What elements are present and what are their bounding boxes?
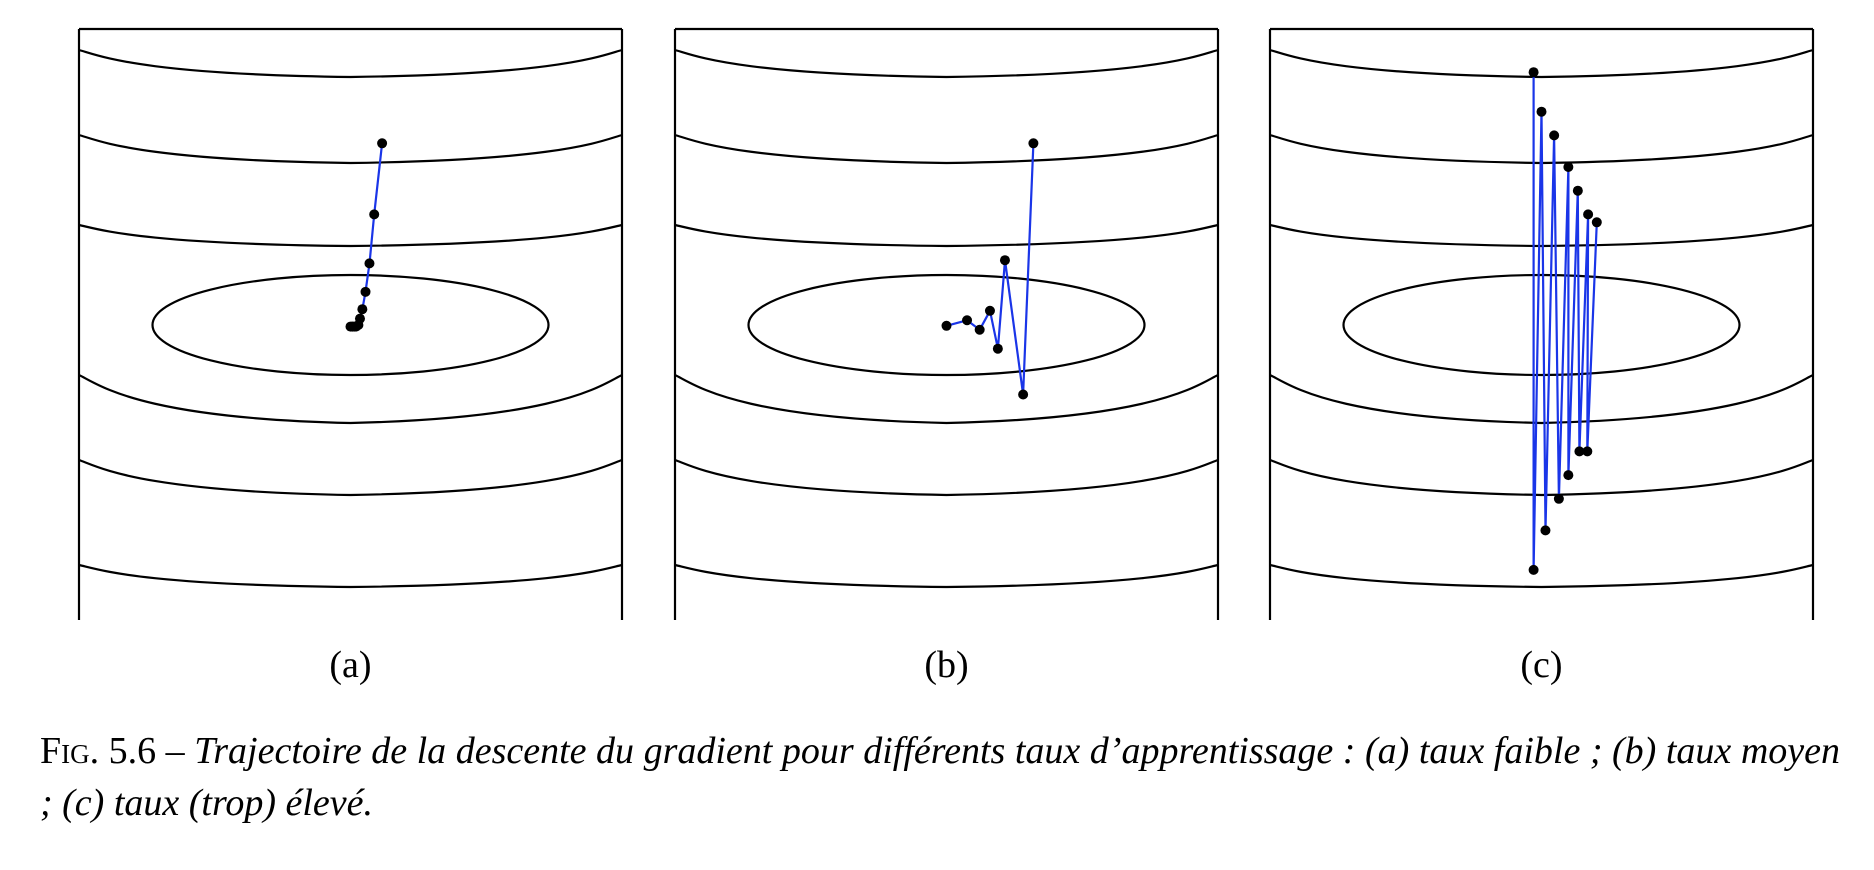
trajectory-point [984,305,995,316]
trajectory-point [1583,209,1594,220]
trajectory-point [1028,138,1039,149]
trajectory-point [974,324,985,335]
contour-line-upper-0 [674,48,1219,79]
contour-ellipse [747,273,1146,377]
trajectory-point [364,258,375,269]
contour-line-lower-0 [1269,374,1814,425]
panel-a-trajectory [345,138,388,332]
trajectory-point [369,209,380,220]
contour-line-lower-2 [78,563,623,589]
trajectory-point [1540,525,1551,536]
contour-line-upper-2 [674,223,1219,248]
trajectory-point [941,320,952,331]
trajectory-point [1536,106,1547,117]
figure-panels: (a) (b) (c) [77,27,1815,686]
trajectory-point [1549,130,1560,141]
trajectory-point [992,343,1003,354]
contour-line-upper-2 [1269,223,1814,248]
trajectory-point [377,138,388,149]
contour-line-lower-1 [78,458,623,497]
trajectory-point [1018,389,1029,400]
contour-line-lower-1 [1269,458,1814,497]
trajectory-point [999,255,1010,266]
trajectory-point [345,321,356,332]
contour-line-lower-2 [1269,563,1814,589]
figure-caption: Fig. 5.6 – Trajectoire de la descente du… [40,725,1840,829]
panel-c: (c) [1268,27,1815,686]
panel-a-label: (a) [329,644,371,686]
trajectory-point [360,286,371,297]
trajectory-point [357,304,368,315]
panel-b: (b) [673,27,1220,686]
figure-caption-label: Fig. 5.6 – [40,730,195,772]
contour-line-upper-1 [78,133,623,165]
trajectory-point [1591,217,1602,228]
contour-ellipse [151,273,550,377]
trajectory-point [1528,67,1539,78]
contour-line-lower-2 [674,563,1219,589]
panel-b-trajectory [941,138,1039,400]
contour-line-lower-1 [674,458,1219,497]
panel-a-contours [78,48,623,589]
contour-ellipse [1342,273,1741,377]
trajectory-path [946,143,1035,396]
figure-caption-text: Trajectoire de la descente du gradient p… [40,730,1840,824]
panel-b-label: (b) [924,644,968,686]
trajectory-point [1563,470,1574,481]
panel-b-contours [674,48,1219,589]
contour-line-upper-1 [674,133,1219,165]
trajectory-point [1528,564,1539,575]
trajectory-point [1553,493,1564,504]
panel-a: (a) [77,27,624,686]
contour-line-upper-0 [1269,48,1814,79]
contour-line-upper-0 [78,48,623,79]
contour-line-lower-0 [674,374,1219,425]
trajectory-point [1563,162,1574,172]
trajectory-point [1574,446,1585,457]
contour-line-lower-0 [78,374,623,425]
trajectory-path [350,143,384,328]
panel-c-label: (c) [1520,644,1562,686]
trajectory-point [1582,446,1593,457]
trajectory-point [1572,185,1583,196]
trajectory-point [962,315,973,326]
panel-c-trajectory [1528,67,1602,575]
contour-line-upper-2 [78,223,623,248]
